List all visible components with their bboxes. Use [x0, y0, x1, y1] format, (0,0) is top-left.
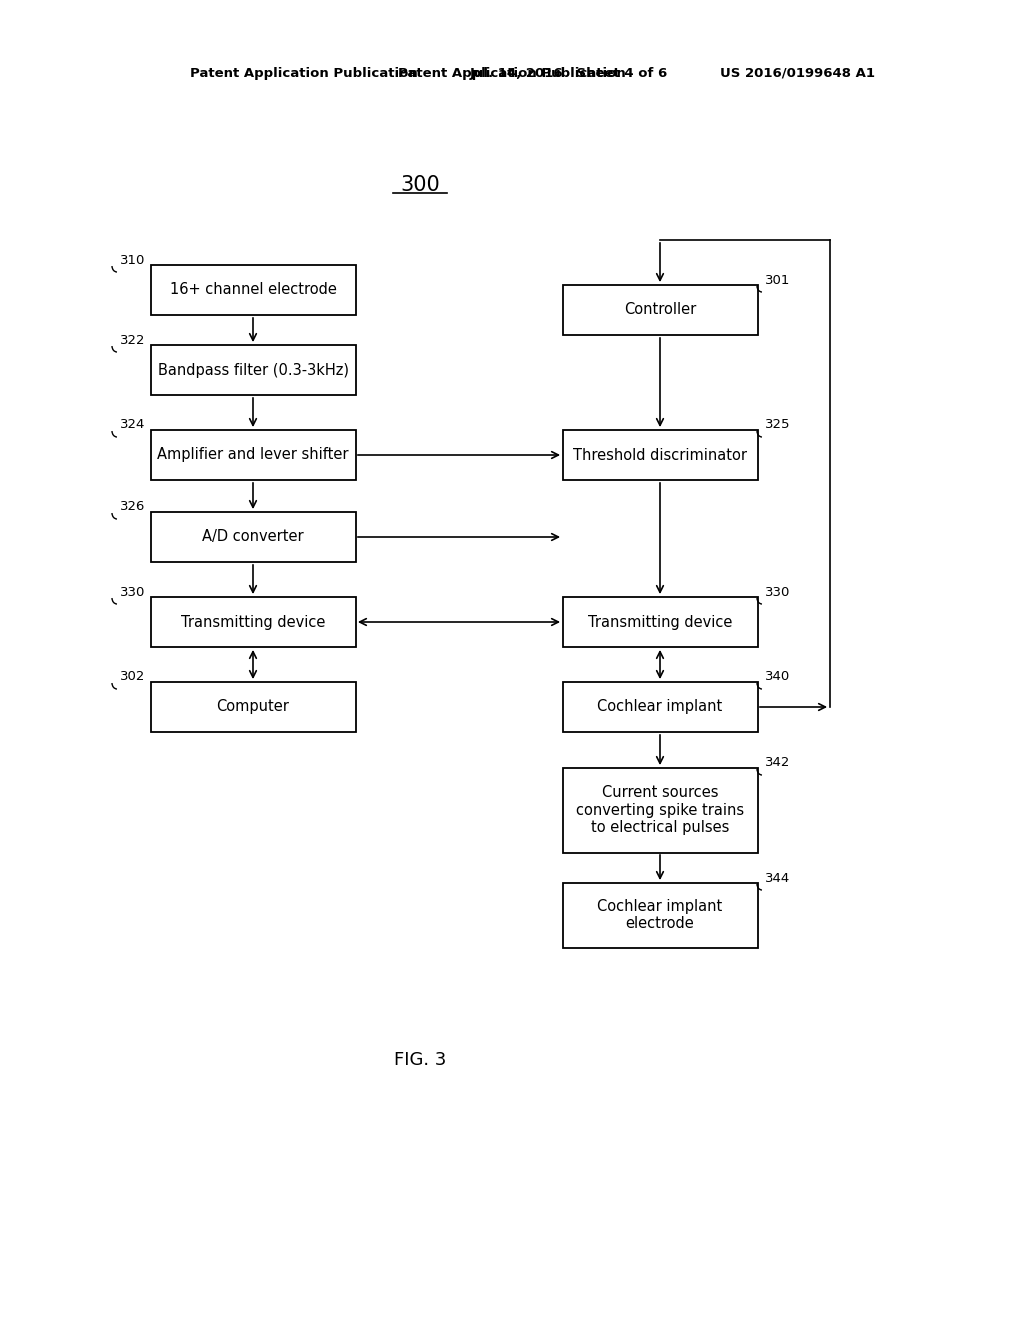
Text: Computer: Computer: [216, 700, 290, 714]
Text: 342: 342: [765, 756, 791, 770]
Text: 330: 330: [765, 586, 791, 598]
Text: A/D converter: A/D converter: [202, 529, 304, 544]
Bar: [562, 597, 758, 647]
Text: 340: 340: [765, 671, 791, 684]
Text: 324: 324: [120, 418, 145, 432]
Text: 16+ channel electrode: 16+ channel electrode: [170, 282, 337, 297]
Bar: [151, 512, 355, 562]
Text: Cochlear implant
electrode: Cochlear implant electrode: [597, 899, 723, 931]
Text: US 2016/0199648 A1: US 2016/0199648 A1: [720, 66, 874, 79]
Bar: [562, 682, 758, 733]
Bar: [151, 430, 355, 480]
Text: 344: 344: [765, 871, 791, 884]
Bar: [151, 345, 355, 395]
Text: Patent Application Publication: Patent Application Publication: [398, 66, 626, 79]
Text: Patent Application Publication: Patent Application Publication: [190, 66, 418, 79]
Text: Amplifier and lever shifter: Amplifier and lever shifter: [158, 447, 349, 462]
Text: Cochlear implant: Cochlear implant: [597, 700, 723, 714]
Text: FIG. 3: FIG. 3: [394, 1051, 446, 1069]
Text: Controller: Controller: [624, 302, 696, 318]
Bar: [562, 767, 758, 853]
Bar: [151, 597, 355, 647]
Text: Jul. 14, 2016   Sheet 4 of 6: Jul. 14, 2016 Sheet 4 of 6: [470, 66, 669, 79]
Text: 310: 310: [120, 253, 145, 267]
Text: 300: 300: [400, 176, 440, 195]
Text: Bandpass filter (0.3-3kHz): Bandpass filter (0.3-3kHz): [158, 363, 348, 378]
Text: Transmitting device: Transmitting device: [588, 615, 732, 630]
Bar: [562, 285, 758, 335]
Text: 325: 325: [765, 418, 791, 432]
Bar: [562, 430, 758, 480]
Text: 301: 301: [765, 273, 791, 286]
Text: Current sources
converting spike trains
to electrical pulses: Current sources converting spike trains …: [575, 785, 744, 836]
Text: 322: 322: [120, 334, 145, 346]
Text: 302: 302: [120, 671, 145, 684]
Text: Threshold discriminator: Threshold discriminator: [573, 447, 746, 462]
Bar: [562, 883, 758, 948]
Bar: [151, 265, 355, 315]
Bar: [151, 682, 355, 733]
Text: Transmitting device: Transmitting device: [181, 615, 326, 630]
Text: 326: 326: [120, 500, 145, 513]
Text: 330: 330: [120, 586, 145, 598]
